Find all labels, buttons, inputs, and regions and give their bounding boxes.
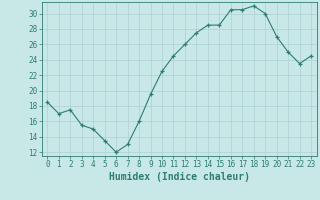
X-axis label: Humidex (Indice chaleur): Humidex (Indice chaleur): [109, 172, 250, 182]
